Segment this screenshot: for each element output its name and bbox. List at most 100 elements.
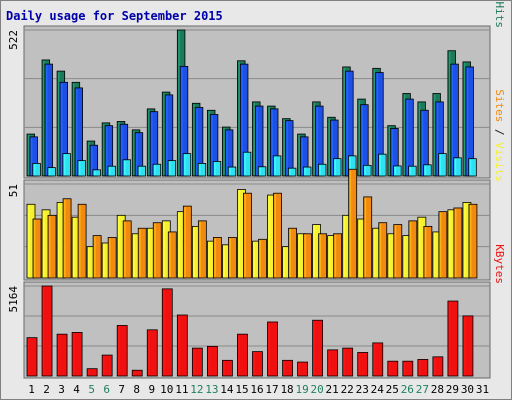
bar-sites-day-10: [167, 231, 177, 279]
x-tick-label-20: 20: [311, 383, 324, 396]
bar-kbytes-day-21: [327, 349, 339, 377]
bar-pages-day-14: [227, 166, 237, 177]
x-tick-label-10: 10: [160, 383, 173, 396]
panel-hits-files-pages: 522 Pages / Files / Hits: [7, 0, 506, 179]
bar-sites-day-18: [288, 227, 297, 279]
bar-pages-day-8: [137, 165, 147, 177]
bar-sites-day-14: [228, 237, 237, 279]
bar-kbytes-day-25: [387, 360, 399, 377]
bar-pages-day-30: [468, 158, 477, 177]
bar-sites-day-21: [333, 233, 343, 279]
bar-sites-day-4: [77, 203, 87, 279]
bar-kbytes-day-22: [342, 347, 354, 377]
legend-kbytes: KBytes: [493, 244, 506, 284]
bar-pages-day-5: [92, 169, 101, 177]
bar-kbytes-day-5: [86, 368, 98, 377]
bar-kbytes-day-12: [191, 347, 203, 377]
bar-kbytes-day-15: [237, 333, 248, 377]
bar-pages-day-4: [77, 160, 86, 177]
x-tick-label-1: 1: [28, 383, 35, 396]
bar-pages-day-2: [47, 167, 56, 177]
x-tick-label-9: 9: [148, 383, 155, 396]
bar-pages-day-24: [378, 153, 387, 177]
bar-kbytes-day-2: [41, 285, 53, 377]
x-tick-label-16: 16: [250, 383, 263, 396]
bar-files-day-26: [405, 98, 414, 177]
bar-kbytes-day-29: [447, 300, 459, 377]
bar-sites-day-28: [438, 211, 448, 279]
x-tick-label-27: 27: [416, 383, 429, 396]
x-tick-label-13: 13: [205, 383, 218, 396]
bar-pages-day-7: [122, 159, 131, 177]
bar-sites-day-26: [408, 220, 418, 279]
bar-kbytes-day-13: [206, 345, 218, 377]
bar-pages-day-16: [257, 166, 267, 177]
x-tick-label-19: 19: [295, 383, 308, 396]
bar-kbytes-day-27: [417, 359, 429, 377]
y-max-label: 5164: [7, 286, 20, 313]
bar-pages-day-18: [287, 167, 297, 177]
bar-pages-day-20: [318, 163, 327, 177]
legend-hits: Hits: [493, 2, 506, 29]
bar-sites-day-24: [378, 222, 388, 279]
x-tick-label-6: 6: [103, 383, 110, 396]
legend-kbytes: KBytes: [493, 244, 506, 284]
x-tick-label-5: 5: [88, 383, 95, 396]
bar-sites-day-5: [92, 235, 102, 279]
bar-sites-day-30: [468, 203, 478, 279]
x-axis-labels: 1 2 3 4 5 6 7 8 9 10 11 12 13 14 15 16 17 18 19 20 21 22 23 24 2…: [28, 383, 489, 396]
bar-pages-day-12: [197, 163, 207, 177]
bar-kbytes-day-11: [176, 314, 188, 377]
x-tick-label-23: 23: [356, 383, 369, 396]
bar-sites-day-19: [303, 233, 312, 279]
bar-pages-day-3: [62, 153, 71, 177]
x-tick-label-25: 25: [386, 383, 399, 396]
bar-sites-day-7: [122, 220, 132, 279]
x-tick-label-3: 3: [58, 383, 65, 396]
bar-sites-day-29: [453, 207, 463, 279]
bar-pages-day-27: [423, 164, 432, 177]
bar-sites-day-12: [197, 220, 207, 279]
bar-sites-day-25: [393, 224, 403, 279]
legend-separator: /: [493, 0, 506, 2]
bar-kbytes-day-30: [462, 315, 474, 377]
x-tick-label-24: 24: [371, 383, 385, 396]
bar-sites-day-9: [152, 222, 162, 279]
bar-kbytes-day-19: [297, 361, 308, 377]
x-tick-label-28: 28: [431, 383, 444, 396]
x-tick-label-26: 26: [401, 383, 414, 396]
x-tick-label-12: 12: [190, 383, 203, 396]
bar-kbytes-day-1: [26, 337, 38, 377]
bar-pages-day-25: [393, 165, 402, 177]
x-tick-label-11: 11: [175, 383, 188, 396]
x-tick-label-21: 21: [326, 383, 339, 396]
bar-files-day-16: [254, 105, 264, 177]
legend-hits-files-pages: Pages / Files / Hits: [493, 0, 506, 28]
x-tick-label-14: 14: [220, 383, 234, 396]
bar-kbytes-day-26: [402, 360, 414, 377]
bar-kbytes-day-18: [282, 359, 293, 377]
panel-visits-sites: 51 Sites / Visits: [7, 89, 506, 281]
bar-sites-day-1: [32, 218, 42, 279]
bar-kbytes-day-23: [357, 352, 369, 377]
x-tick-label-18: 18: [280, 383, 293, 396]
legend-sites: Sites: [493, 89, 506, 122]
x-tick-label-17: 17: [265, 383, 278, 396]
bar-sites-day-20: [318, 233, 328, 279]
bar-sites-day-6: [107, 237, 117, 279]
bar-sites-day-2: [47, 214, 57, 279]
bar-files-day-2: [44, 63, 53, 177]
x-tick-label-4: 4: [73, 383, 80, 396]
bar-sites-day-23: [363, 196, 373, 279]
bar-sites-day-16: [258, 238, 267, 279]
bar-pages-day-29: [453, 157, 462, 177]
bar-pages-day-13: [212, 161, 222, 177]
bar-sites-day-15: [243, 192, 252, 279]
bar-pages-day-17: [272, 155, 282, 177]
x-tick-label-22: 22: [341, 383, 354, 396]
bar-kbytes-day-20: [312, 319, 324, 377]
x-tick-label-29: 29: [446, 383, 459, 396]
bar-kbytes-day-9: [146, 329, 158, 377]
